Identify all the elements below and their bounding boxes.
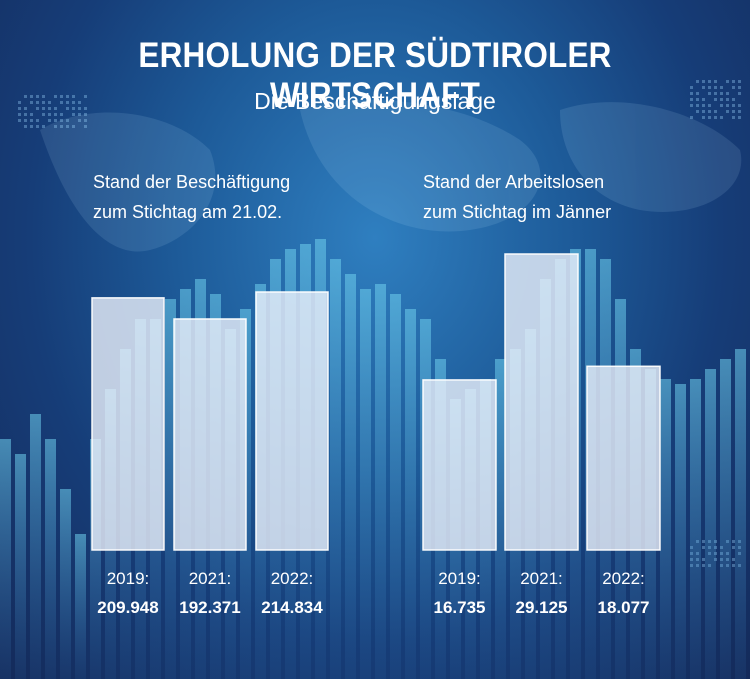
- bar: [422, 379, 497, 551]
- bar: [91, 297, 165, 551]
- right-heading-line1: Stand der Arbeitslosen: [423, 172, 605, 192]
- world-map-decoration: [40, 100, 742, 252]
- unemployment-chart: 2019: 16.735 2021: 29.125 2022: 18.077: [422, 253, 661, 617]
- category-label: 2022:: [602, 569, 645, 588]
- page-title: ERHOLUNG DER SÜDTIROLER WIRTSCHAFT: [138, 36, 612, 115]
- value-label: 16.735: [434, 598, 486, 617]
- value-label: 29.125: [516, 598, 568, 617]
- bar: [504, 253, 579, 551]
- left-heading-line2: zum Stichtag am 21.02.: [93, 202, 283, 222]
- bar: [255, 291, 329, 551]
- employment-chart: 2019: 209.948 2021: 192.371 2022: 214.834: [91, 291, 329, 617]
- category-label: 2019:: [438, 569, 481, 588]
- category-label: 2021:: [520, 569, 563, 588]
- page-subtitle: Die Beschäftigungslage: [254, 88, 496, 114]
- right-chart-heading: Stand der Arbeitslosen zum Stichtag im J…: [423, 167, 611, 227]
- value-label: 214.834: [261, 598, 323, 617]
- category-label: 2021:: [189, 569, 232, 588]
- left-chart-heading: Stand der Beschäftigung zum Stichtag am …: [93, 167, 290, 227]
- value-label: 18.077: [598, 598, 650, 617]
- left-heading-line1: Stand der Beschäftigung: [93, 172, 291, 192]
- bar: [586, 365, 661, 551]
- value-label: 209.948: [97, 598, 158, 617]
- value-label: 192.371: [179, 598, 240, 617]
- right-heading-line2: zum Stichtag im Jänner: [423, 202, 612, 222]
- category-label: 2019:: [107, 569, 150, 588]
- bar: [173, 318, 247, 551]
- category-label: 2022:: [271, 569, 314, 588]
